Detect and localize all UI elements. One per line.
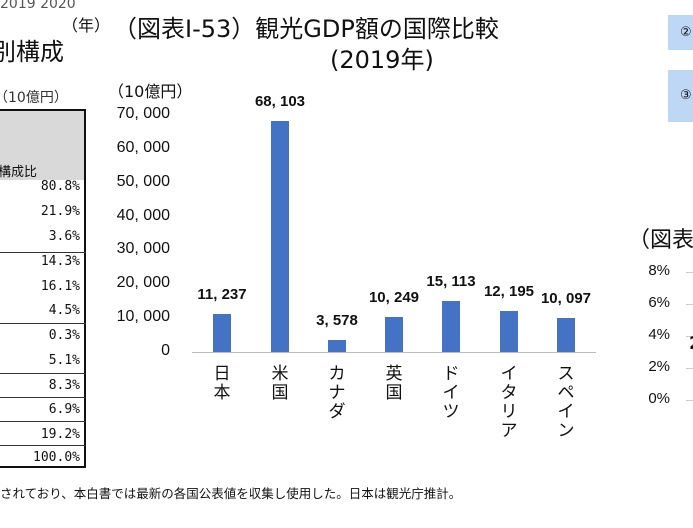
data-label: 11, 237	[197, 285, 247, 303]
data-label: 3, 578	[316, 311, 358, 329]
left-year-unit: （年）	[62, 16, 111, 35]
data-label: 12, 195	[483, 282, 535, 300]
percent-cell: 5.1%	[48, 353, 80, 368]
y-tick-label: 40, 000	[116, 206, 170, 224]
right-gridline	[686, 368, 693, 369]
chart-subtitle: (2019年)	[330, 46, 434, 74]
y-tick-label: 0	[161, 342, 170, 359]
data-label: 15, 113	[426, 272, 476, 290]
right-y-tick: 6%	[648, 294, 670, 311]
bar-日本	[213, 313, 231, 352]
percent-cell: 16.1%	[40, 279, 80, 294]
table-divider	[0, 421, 86, 422]
footnote: されており、本白書では最新の各国公表値を収集し使用した。日本は観光庁推計。	[0, 486, 462, 501]
percent-cell: 21.9%	[40, 204, 80, 219]
percent-cell: 14.3%	[40, 254, 80, 269]
percent-cell: 0.3%	[48, 328, 80, 343]
percent-cell: 4.5%	[48, 303, 80, 318]
x-tick-label: イタリア	[500, 364, 518, 441]
bar-英国	[385, 317, 403, 352]
x-tick-label: 日本	[213, 364, 231, 403]
data-label: 10, 249	[368, 289, 420, 307]
x-tick-label: スペイン	[557, 364, 575, 441]
x-tick-label: ドイツ	[442, 364, 460, 422]
left-unit: （10億円）	[0, 90, 68, 106]
x-tick-label: 英国	[385, 364, 403, 403]
table-divider	[0, 373, 86, 374]
percent-cell: 8.3%	[48, 378, 80, 393]
bar-ドイツ	[442, 300, 460, 352]
left-table: 構成比	[0, 109, 86, 468]
table-divider	[0, 445, 86, 446]
y-tick-label: 30, 000	[116, 240, 170, 258]
x-tick-label: 米国	[271, 364, 289, 403]
chart-title: （図表Ⅰ-53）観光GDP額の国際比較	[113, 15, 499, 43]
right-title: （図表	[628, 228, 693, 253]
right-partial-label: 2	[689, 333, 693, 354]
percent-cell: 80.8%	[40, 179, 80, 194]
bar-米国	[271, 121, 289, 352]
box-2: ②	[668, 15, 693, 50]
box-3: ③	[668, 70, 693, 122]
right-y-tick: 8%	[648, 262, 670, 279]
table-header: 構成比	[0, 165, 38, 180]
data-label: 10, 097	[540, 289, 592, 307]
percent-cell: 3.6%	[48, 229, 80, 244]
bar-カナダ	[328, 339, 346, 352]
right-gridline	[686, 272, 693, 273]
y-tick-label: 70, 000	[116, 105, 170, 122]
data-label: 68, 103	[254, 93, 306, 111]
table-divider	[0, 397, 86, 398]
left-title: 別構成	[0, 38, 64, 66]
right-gridline	[686, 304, 693, 305]
bar-スペイン	[557, 317, 575, 352]
y-axis-label: （10億円）	[108, 82, 193, 101]
x-axis-line	[192, 352, 596, 353]
percent-cell: 100.0%	[33, 450, 80, 465]
right-y-tick: 2%	[648, 358, 670, 375]
right-y-tick: 4%	[648, 326, 670, 343]
left-years: 2019 2020	[0, 0, 76, 12]
y-tick-label: 50, 000	[116, 172, 170, 190]
right-y-tick: 0%	[648, 390, 670, 407]
percent-cell: 6.9%	[48, 402, 80, 417]
bar-イタリア	[500, 310, 518, 352]
percent-cell: 19.2%	[40, 427, 80, 442]
y-tick-label: 10, 000	[116, 308, 170, 326]
y-tick-label: 60, 000	[116, 138, 170, 156]
table-divider	[0, 252, 86, 253]
x-tick-label: カナダ	[328, 364, 346, 422]
right-gridline	[686, 336, 693, 337]
y-tick-label: 20, 000	[116, 274, 170, 292]
table-divider	[0, 323, 86, 324]
right-gridline	[686, 400, 693, 401]
